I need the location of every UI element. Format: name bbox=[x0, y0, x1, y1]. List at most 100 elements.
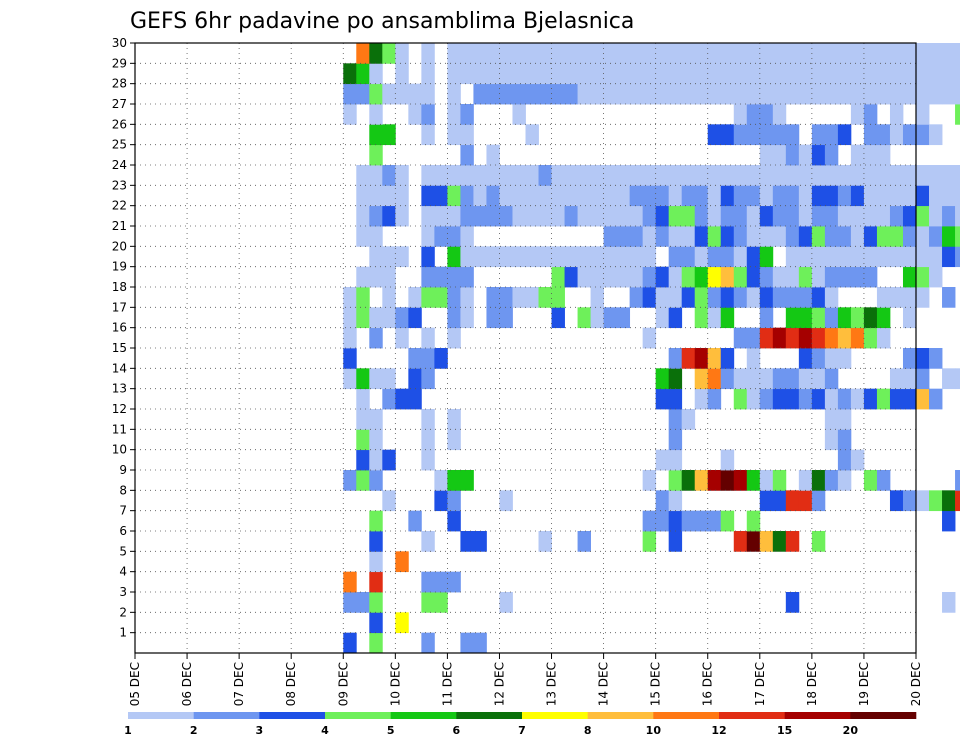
heatmap-cell bbox=[942, 83, 956, 105]
heatmap-cell bbox=[759, 104, 774, 125]
heatmap-cell bbox=[590, 63, 604, 85]
heatmap-cell bbox=[720, 266, 735, 288]
heatmap-cell bbox=[811, 124, 826, 146]
heatmap-cell bbox=[785, 144, 800, 166]
heatmap-cell bbox=[642, 226, 657, 247]
heatmap-cell bbox=[837, 185, 852, 207]
heatmap-cell bbox=[798, 246, 813, 268]
heatmap-cell bbox=[668, 429, 683, 451]
heatmap-cell bbox=[837, 63, 852, 85]
heatmap-cell bbox=[447, 307, 461, 329]
colorbar-segment bbox=[128, 712, 194, 719]
heatmap-cell bbox=[837, 43, 852, 64]
heatmap-cell bbox=[382, 307, 396, 329]
heatmap-cell bbox=[343, 348, 357, 369]
heatmap-cell bbox=[447, 83, 461, 105]
heatmap-cell bbox=[681, 266, 696, 288]
heatmap-cell bbox=[824, 63, 839, 85]
heatmap-cell bbox=[564, 43, 578, 64]
y-tick-label: 6 bbox=[119, 524, 127, 538]
heatmap-cell bbox=[421, 327, 435, 349]
heatmap-cell bbox=[876, 83, 891, 105]
heatmap-cell bbox=[382, 205, 396, 227]
heatmap-cell bbox=[369, 185, 383, 207]
heatmap-cell bbox=[942, 226, 956, 247]
heatmap-cell bbox=[655, 449, 670, 471]
y-tick-label: 21 bbox=[112, 219, 127, 233]
heatmap-cell bbox=[590, 287, 604, 308]
heatmap-cell bbox=[551, 63, 565, 85]
heatmap-cell bbox=[642, 470, 657, 491]
y-tick-label: 23 bbox=[112, 178, 127, 192]
heatmap-cell bbox=[486, 144, 500, 166]
heatmap-cell bbox=[369, 612, 383, 634]
heatmap-cell bbox=[902, 388, 917, 410]
heatmap-cell bbox=[577, 185, 591, 207]
grid-lines bbox=[135, 42, 916, 653]
heatmap-cell bbox=[876, 124, 891, 146]
heatmap-cell bbox=[577, 63, 591, 85]
heatmap-cell bbox=[577, 83, 591, 105]
heatmap-cell bbox=[837, 327, 852, 349]
heatmap-cell bbox=[798, 388, 813, 410]
heatmap-cell bbox=[798, 348, 813, 369]
heatmap-cell bbox=[343, 368, 357, 390]
heatmap-cell bbox=[343, 63, 357, 85]
heatmap-cell bbox=[720, 287, 735, 308]
heatmap-cell bbox=[421, 632, 435, 654]
colorbar-label: 8 bbox=[584, 724, 592, 737]
heatmap-cell bbox=[460, 43, 474, 64]
colorbar-segment bbox=[587, 712, 654, 719]
heatmap-cell bbox=[694, 165, 709, 186]
heatmap-cell bbox=[668, 449, 683, 471]
x-tick-label: 19 DEC bbox=[857, 662, 871, 706]
heatmap-cell bbox=[876, 246, 891, 268]
heatmap-cell bbox=[616, 63, 631, 85]
heatmap-cell bbox=[694, 510, 709, 532]
heatmap-cell bbox=[668, 490, 683, 512]
heatmap-cell bbox=[733, 165, 748, 186]
heatmap-cell bbox=[876, 165, 891, 186]
heatmap-cell bbox=[447, 246, 461, 268]
heatmap-cell bbox=[759, 43, 774, 64]
heatmap-cell bbox=[863, 185, 878, 207]
y-tick-label: 14 bbox=[112, 361, 127, 375]
heatmap-cell bbox=[707, 348, 722, 369]
heatmap-cell bbox=[499, 592, 513, 613]
heatmap-cell bbox=[772, 185, 787, 207]
heatmap-cell bbox=[356, 43, 370, 64]
heatmap-cell bbox=[837, 307, 852, 329]
heatmap-cell bbox=[707, 266, 722, 288]
heatmap-cell bbox=[616, 205, 631, 227]
heatmap-cell bbox=[590, 205, 604, 227]
heatmap-cell bbox=[694, 287, 709, 308]
heatmap-cell bbox=[343, 83, 357, 105]
heatmap-cell bbox=[668, 531, 683, 552]
heatmap-cell bbox=[720, 368, 735, 390]
heatmap-cell bbox=[473, 185, 487, 207]
x-tick-label: 06 DEC bbox=[180, 662, 194, 706]
heatmap-cell bbox=[733, 368, 748, 390]
heatmap-cell bbox=[707, 124, 722, 146]
heatmap-cell bbox=[942, 490, 956, 512]
y-tick-label: 9 bbox=[119, 463, 127, 477]
heatmap-cell bbox=[369, 327, 383, 349]
heatmap-cell bbox=[395, 43, 409, 64]
heatmap-cell bbox=[916, 43, 930, 64]
heatmap-cell bbox=[733, 43, 748, 64]
heatmap-cell bbox=[668, 63, 683, 85]
heatmap-cell bbox=[668, 246, 683, 268]
heatmap-cell bbox=[798, 185, 813, 207]
heatmap-cell bbox=[486, 205, 500, 227]
heatmap-cell bbox=[681, 470, 696, 491]
y-tick-label: 4 bbox=[119, 565, 127, 579]
heatmap-cell bbox=[720, 246, 735, 268]
heatmap-cell bbox=[746, 510, 761, 532]
heatmap-cell bbox=[772, 531, 787, 552]
heatmap-cell bbox=[720, 165, 735, 186]
heatmap-cell bbox=[876, 470, 891, 491]
heatmap-cell bbox=[655, 287, 670, 308]
heatmap-cell bbox=[811, 490, 826, 512]
colorbar-segment bbox=[325, 712, 391, 719]
heatmap-cell bbox=[590, 83, 604, 105]
